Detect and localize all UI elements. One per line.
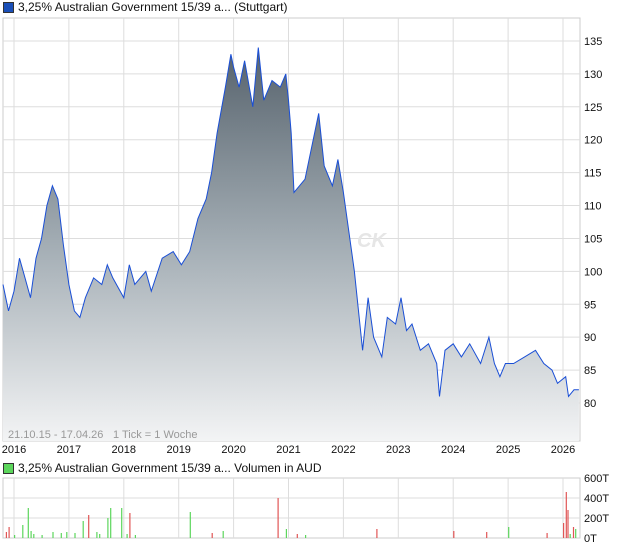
volume-bar: [296, 534, 298, 538]
volume-bar: [30, 531, 32, 538]
y-tick-label: 105: [584, 233, 602, 245]
volume-y-tick-label: 0T: [584, 533, 597, 545]
volume-bar: [96, 532, 98, 538]
volume-bar: [565, 492, 567, 538]
x-tick-label: 2016: [2, 444, 26, 456]
volume-bar: [27, 508, 29, 538]
volume-bar: [107, 518, 109, 538]
x-tick-label: 2021: [276, 444, 300, 456]
volume-bar: [508, 527, 510, 538]
y-tick-label: 110: [584, 201, 602, 213]
volume-legend-swatch: [3, 462, 14, 474]
price-area: [3, 47, 579, 441]
tick-info: 1 Tick = 1 Woche: [113, 429, 197, 441]
price-legend-swatch: [3, 1, 14, 13]
volume-bar: [22, 525, 24, 538]
price-line: [2, 47, 579, 398]
x-tick-label: 2025: [496, 444, 520, 456]
x-tick-label: 2019: [166, 444, 190, 456]
volume-bar: [126, 534, 128, 538]
volume-bar: [74, 533, 76, 538]
volume-y-tick-label: 400T: [584, 493, 609, 505]
volume-bar: [5, 532, 7, 538]
volume-bar: [453, 531, 455, 538]
volume-bar: [134, 535, 136, 538]
volume-y-tick-label: 600T: [584, 473, 609, 485]
volume-bar: [305, 535, 307, 538]
volume-bar: [33, 534, 35, 538]
volume-bar: [41, 535, 43, 538]
price-legend-label: 3,25% Australian Government 15/39 a... (…: [18, 0, 288, 14]
x-tick-label: 2026: [551, 444, 575, 456]
y-tick-label: 130: [584, 69, 602, 81]
y-tick-label: 120: [584, 135, 602, 147]
volume-bar: [99, 534, 101, 538]
x-tick-label: 2022: [331, 444, 355, 456]
volume-plot-frame: [2, 477, 581, 539]
y-tick-label: 80: [584, 398, 596, 410]
price-legend: 3,25% Australian Government 15/39 a... (…: [3, 0, 287, 14]
volume-bar: [211, 533, 213, 538]
volume-bar: [277, 498, 279, 538]
y-tick-label: 85: [584, 365, 596, 377]
volume-bar: [222, 531, 224, 538]
y-tick-label: 100: [584, 266, 602, 278]
volume-legend: 3,25% Australian Government 15/39 a... V…: [3, 461, 322, 475]
volume-bar: [60, 533, 62, 538]
volume-bar: [567, 510, 569, 538]
volume-bar: [572, 527, 575, 538]
volume-bar: [569, 534, 571, 538]
volume-bar: [88, 515, 90, 538]
y-tick-label: 115: [584, 168, 602, 180]
volume-bar: [121, 508, 123, 538]
volume-bar: [8, 527, 10, 538]
x-tick-label: 2017: [57, 444, 81, 456]
volume-bar: [14, 535, 16, 538]
volume-bar: [52, 532, 54, 538]
volume-bar: [285, 529, 287, 538]
y-tick-label: 95: [584, 299, 596, 311]
volume-bar: [110, 508, 112, 538]
volume-bar: [82, 521, 84, 538]
x-tick-label: 2024: [441, 444, 465, 456]
volume-bar: [546, 533, 548, 538]
y-tick-label: 90: [584, 332, 596, 344]
volume-bar: [486, 532, 488, 538]
volume-bar: [189, 512, 191, 538]
y-tick-label: 125: [584, 102, 602, 114]
watermark: CK: [357, 230, 387, 252]
volume-legend-label: 3,25% Australian Government 15/39 a... V…: [18, 461, 322, 475]
volume-bar: [66, 532, 68, 538]
volume-bar: [563, 523, 565, 538]
x-tick-label: 2023: [386, 444, 410, 456]
date-range-info: 21.10.15 - 17.04.26: [8, 429, 103, 441]
x-tick-label: 2018: [112, 444, 136, 456]
x-tick-label: 2020: [221, 444, 245, 456]
volume-bar: [129, 513, 131, 538]
volume-bar: [376, 529, 378, 538]
volume-bar: [575, 529, 577, 538]
volume-y-tick-label: 200T: [584, 513, 609, 525]
y-tick-label: 135: [584, 36, 602, 48]
